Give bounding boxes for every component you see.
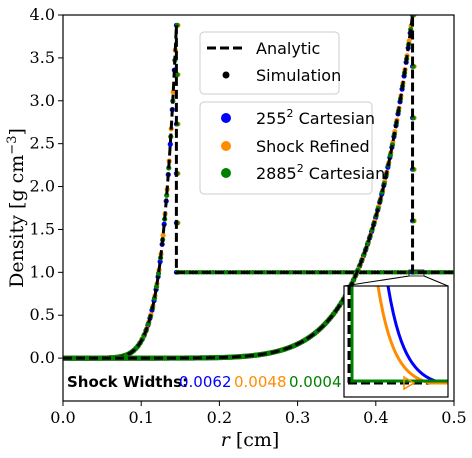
y-tick-label: 3.5 [30, 48, 55, 67]
y-axis-label: Density [g cm−3] [5, 128, 28, 288]
data-point [160, 232, 166, 238]
inset-frame [343, 285, 449, 398]
x-axis-label: r [cm] [221, 429, 280, 451]
y-tick-label: 2.0 [30, 177, 55, 196]
shock-widths-label: Shock Widths: [67, 373, 188, 391]
shock-width-blue: 0.0062 [179, 373, 232, 391]
legend-line-types: Analytic Simulation [199, 31, 341, 95]
legend-series-blue-swatch [221, 113, 231, 123]
zoom-inset [343, 269, 449, 398]
x-tick-label: 0.0 [50, 408, 75, 427]
analytic-curve [63, 15, 454, 360]
x-tick-label: 0.3 [285, 408, 310, 427]
y-tick-label: 2.5 [30, 134, 55, 153]
y-tick-label: 0.0 [30, 348, 55, 367]
x-tick-label: 0.5 [441, 408, 466, 427]
legend-series-orange-swatch [221, 141, 231, 151]
y-tick-label: 1.5 [30, 219, 55, 238]
legend-series-blue-label: 2552 Cartesian [256, 107, 375, 128]
legend-series-orange-label: Shock Refined [256, 137, 370, 156]
axis-ticks: 0.0 0.1 0.2 0.3 0.4 0.5 0.0 0.5 1.0 1.5 2.0 2.5 3.0 3… [30, 5, 467, 427]
legend-analytic-label: Analytic [256, 39, 320, 58]
y-tick-label: 1.0 [30, 262, 55, 281]
x-tick-label: 0.2 [207, 408, 232, 427]
shock-width-green: 0.0004 [289, 373, 342, 391]
inset-source-region [408, 269, 425, 277]
data-point [174, 72, 180, 78]
inset-marker [403, 375, 416, 391]
shock-widths-annotation: Shock Widths: 0.0062 0.0048 0.0004 [67, 373, 342, 391]
inset-connector-left [343, 275, 410, 287]
data-point [167, 141, 173, 147]
legend-series-box [199, 101, 373, 195]
data-point [153, 284, 160, 290]
legend-simulation-swatch [222, 71, 230, 79]
legend-series-green-swatch [221, 168, 231, 178]
y-tick-label: 3.0 [30, 91, 55, 110]
x-tick-label: 0.1 [128, 408, 153, 427]
y-tick-label: 0.5 [30, 305, 55, 324]
shock-width-orange: 0.0048 [234, 373, 287, 391]
inset-connector-right [423, 275, 449, 287]
legend-series-green-label: 28852 Cartesian [256, 162, 385, 183]
legend-simulation-label: Simulation [256, 66, 341, 85]
inset-curves [347, 286, 448, 391]
y-tick-label: 4.0 [30, 5, 55, 24]
x-tick-label: 0.4 [363, 408, 388, 427]
plot-frame [62, 14, 455, 402]
inset-green-curve [350, 286, 448, 383]
legend-series: 2552 Cartesian Shock Refined 28852 Carte… [199, 101, 385, 195]
